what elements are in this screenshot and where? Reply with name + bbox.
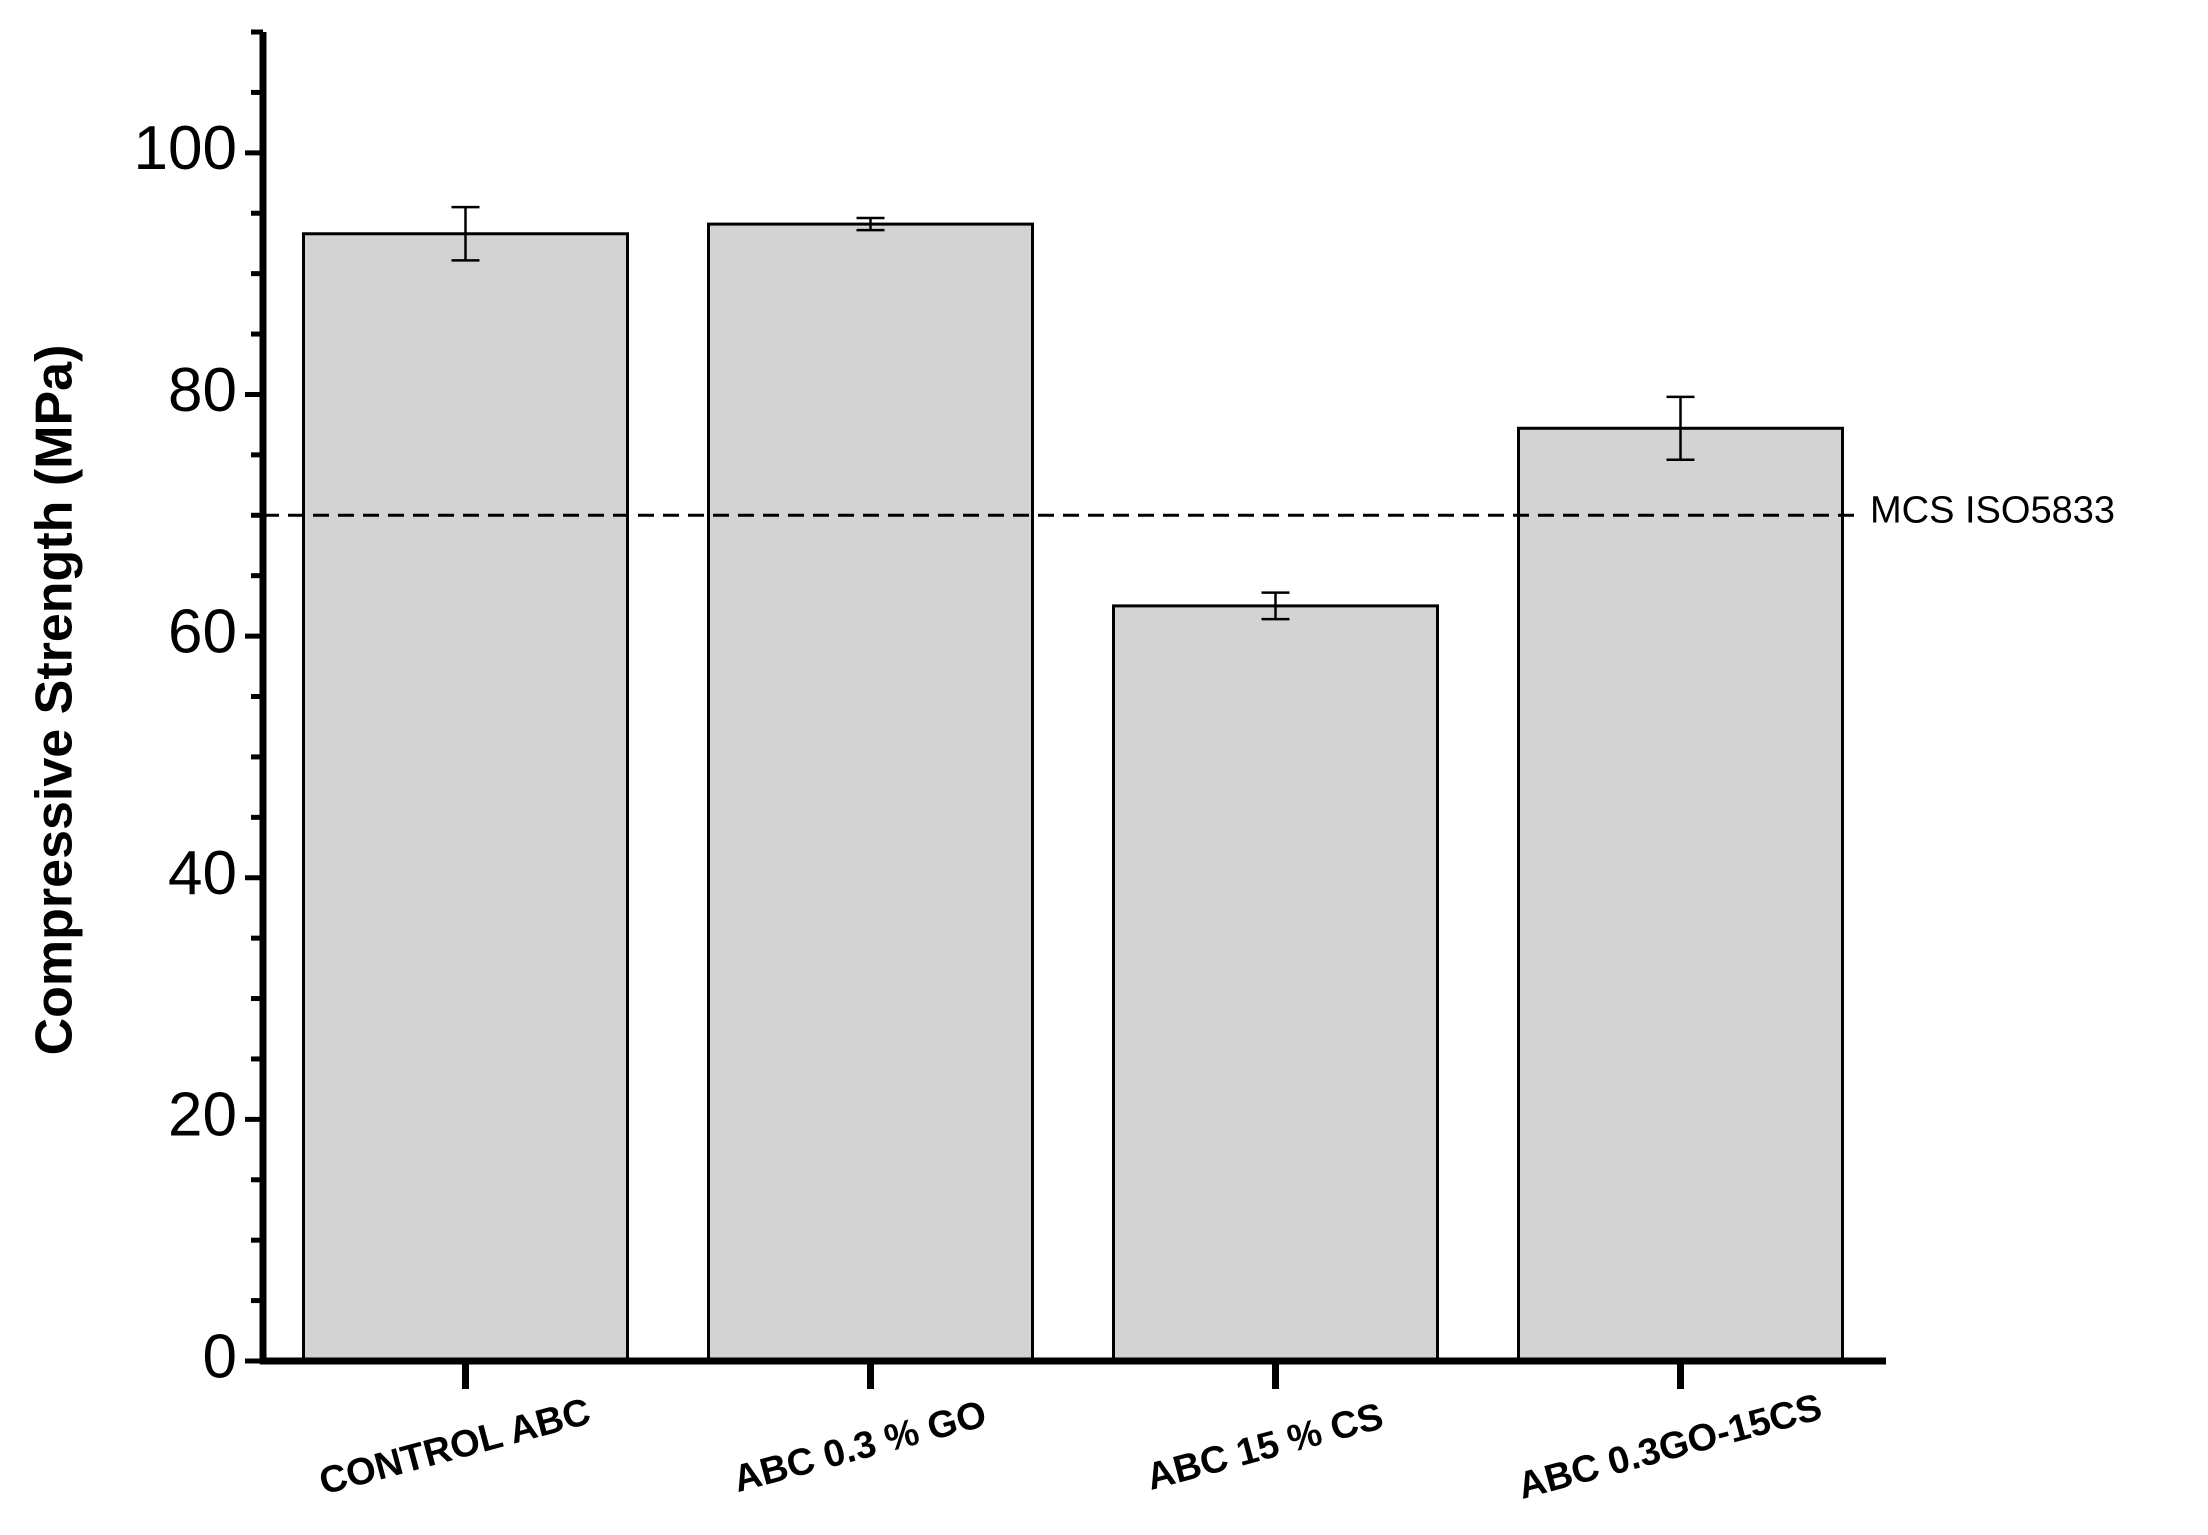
reference-label: MCS ISO5833 xyxy=(1870,489,2115,531)
bar xyxy=(1517,426,1844,1363)
y-tick-label: 80 xyxy=(168,356,237,425)
y-tick-label: 40 xyxy=(168,839,237,908)
y-axis-title: Compressive Strength (MPa) xyxy=(26,345,84,1056)
x-tick-label: ABC 15 % CS xyxy=(1142,1395,1387,1498)
x-tick-label: ABC 0.3 % GO xyxy=(729,1393,991,1501)
y-tick-label: 0 xyxy=(203,1322,237,1391)
bar xyxy=(707,222,1034,1363)
y-tick-label: 20 xyxy=(168,1081,237,1150)
y-tick-label: 100 xyxy=(134,114,237,183)
bar xyxy=(302,232,629,1363)
bar xyxy=(1112,604,1439,1363)
x-tick-label: ABC 0.3GO-15CS xyxy=(1514,1386,1827,1507)
y-tick-label: 60 xyxy=(168,597,237,666)
x-tick-label: CONTROL ABC xyxy=(315,1391,595,1504)
